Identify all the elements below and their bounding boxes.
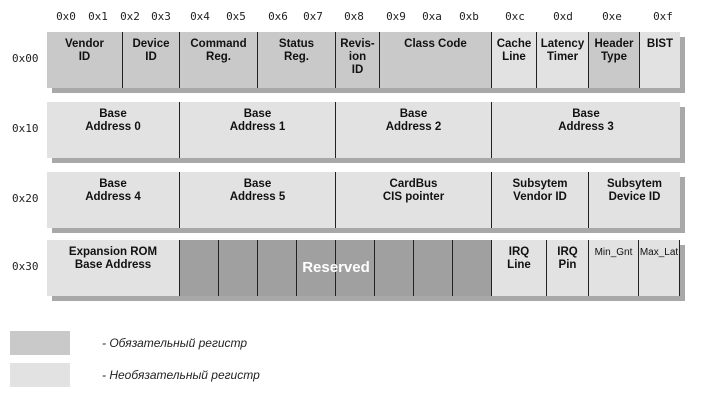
register-cell: Vendor ID [47, 32, 123, 88]
register-row: Expansion ROM Base Address IRQ Line IRQ Pi… [47, 240, 685, 301]
register-cell: Base Address 1 [180, 102, 336, 158]
register-cell: IRQ Line [492, 240, 547, 296]
offset-label: 0x9 [386, 10, 406, 23]
row-offset-label: 0x30 [12, 260, 39, 273]
offset-label: 0x2 [120, 10, 140, 23]
register-cell: Base Address 3 [492, 102, 680, 158]
legend-optional-text: - Необязательный регистр [102, 368, 260, 382]
offset-label: 0x4 [190, 10, 210, 23]
register-cell: Subsytem Vendor ID [492, 172, 589, 228]
row-offset-label: 0x00 [12, 52, 39, 65]
reserved-cell [258, 240, 297, 296]
register-cell: Max_Lat [639, 240, 680, 296]
register-cell: Base Address 2 [336, 102, 492, 158]
register-cell: Base Address 0 [47, 102, 180, 158]
register-row: Vendor ID Device ID Command Reg. Status Reg… [47, 32, 685, 93]
register-cell: BIST [640, 32, 680, 88]
register-cell: Revis- ion ID [336, 32, 380, 88]
offset-label: 0x5 [226, 10, 246, 23]
offset-label: 0xe [602, 10, 622, 23]
register-row: Base Address 4 Base Address 5 CardBus CIS … [47, 172, 685, 233]
register-cell: Cache Line [492, 32, 537, 88]
offset-label: 0x8 [344, 10, 364, 23]
register-cell: Base Address 5 [180, 172, 336, 228]
offset-label: 0x3 [151, 10, 171, 23]
register-cell: CardBus CIS pointer [336, 172, 492, 228]
offset-label: 0xd [553, 10, 573, 23]
offset-label: 0x0 [56, 10, 76, 23]
register-cell: Class Code [380, 32, 492, 88]
register-row: Base Address 0 Base Address 1 Base Address… [47, 102, 685, 163]
register-cell: Device ID [123, 32, 180, 88]
register-cell: Header Type [589, 32, 640, 88]
register-cell: Min_Gnt [589, 240, 639, 296]
register-cell: Command Reg. [180, 32, 258, 88]
offset-label: 0xf [653, 10, 673, 23]
offset-label: 0xa [422, 10, 442, 23]
row-offset-label: 0x10 [12, 122, 39, 135]
register-cell: Latency Timer [537, 32, 589, 88]
register-cell: IRQ Pin [547, 240, 589, 296]
reserved-cell [414, 240, 453, 296]
legend-swatch-optional [10, 363, 70, 387]
offset-label: 0xb [459, 10, 479, 23]
legend-mandatory-text: - Обязательный регистр [102, 336, 248, 350]
reserved-cell [453, 240, 492, 296]
register-cell: Status Reg. [258, 32, 336, 88]
offset-label: 0xc [505, 10, 525, 23]
reserved-cell [180, 240, 219, 296]
reserved-cell [375, 240, 414, 296]
reserved-cell [336, 240, 375, 296]
row-offset-label: 0x20 [12, 192, 39, 205]
offset-label: 0x1 [88, 10, 108, 23]
reserved-cell [219, 240, 258, 296]
legend-swatch-mandatory [10, 331, 70, 355]
register-cell: Expansion ROM Base Address [47, 240, 180, 296]
reserved-cell [297, 240, 336, 296]
offset-label: 0x7 [303, 10, 323, 23]
register-cell: Base Address 4 [47, 172, 180, 228]
register-cell: Subsytem Device ID [589, 172, 680, 228]
offset-label: 0x6 [268, 10, 288, 23]
